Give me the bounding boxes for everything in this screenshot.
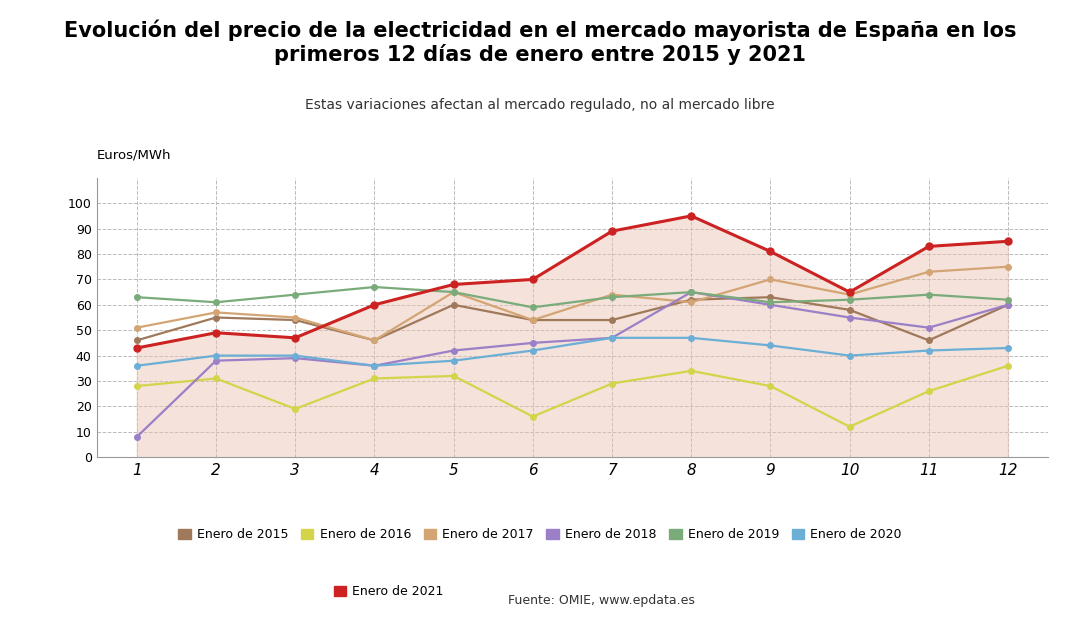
Enero de 2016: [606, 380, 619, 387]
Enero de 2016: [685, 367, 698, 375]
Enero de 2015: [447, 301, 460, 309]
Enero de 2021: [210, 329, 222, 337]
Enero de 2018: [1001, 301, 1014, 309]
Enero de 2015: [288, 316, 301, 324]
Enero de 2017: [210, 309, 222, 316]
Enero de 2021: [131, 344, 144, 352]
Enero de 2017: [764, 276, 777, 283]
Enero de 2019: [210, 298, 222, 306]
Enero de 2019: [368, 283, 381, 291]
Enero de 2015: [368, 337, 381, 344]
Enero de 2018: [685, 288, 698, 296]
Enero de 2015: [843, 306, 856, 314]
Enero de 2015: [131, 337, 144, 344]
Enero de 2015: [606, 316, 619, 324]
Text: Euros/MWh: Euros/MWh: [97, 149, 172, 162]
Enero de 2020: [447, 357, 460, 364]
Enero de 2017: [1001, 263, 1014, 271]
Text: Evolución del precio de la electricidad en el mercado mayorista de España en los: Evolución del precio de la electricidad …: [64, 19, 1016, 65]
Enero de 2020: [131, 362, 144, 370]
Enero de 2017: [131, 324, 144, 331]
Enero de 2018: [288, 354, 301, 362]
Line: Enero de 2016: Enero de 2016: [134, 363, 1011, 429]
Enero de 2016: [288, 405, 301, 413]
Enero de 2018: [368, 362, 381, 370]
Enero de 2017: [606, 291, 619, 298]
Enero de 2016: [131, 382, 144, 390]
Enero de 2019: [606, 293, 619, 301]
Enero de 2015: [685, 296, 698, 304]
Enero de 2020: [843, 352, 856, 359]
Enero de 2016: [368, 375, 381, 382]
Line: Enero de 2021: Enero de 2021: [133, 213, 1012, 351]
Enero de 2016: [447, 372, 460, 380]
Legend: Enero de 2015, Enero de 2016, Enero de 2017, Enero de 2018, Enero de 2019, Enero: Enero de 2015, Enero de 2016, Enero de 2…: [173, 523, 907, 546]
Enero de 2018: [210, 357, 222, 364]
Enero de 2016: [764, 382, 777, 390]
Enero de 2017: [843, 291, 856, 298]
Enero de 2018: [131, 433, 144, 441]
Enero de 2021: [1001, 237, 1014, 245]
Line: Enero de 2020: Enero de 2020: [134, 335, 1011, 368]
Line: Enero de 2019: Enero de 2019: [134, 284, 1011, 310]
Enero de 2017: [685, 298, 698, 306]
Enero de 2016: [1001, 362, 1014, 370]
Line: Enero de 2015: Enero de 2015: [134, 295, 1011, 343]
Text: Estas variaciones afectan al mercado regulado, no al mercado libre: Estas variaciones afectan al mercado reg…: [306, 98, 774, 112]
Enero de 2019: [685, 288, 698, 296]
Text: Fuente: OMIE, www.epdata.es: Fuente: OMIE, www.epdata.es: [508, 594, 694, 606]
Enero de 2018: [922, 324, 935, 331]
Enero de 2019: [131, 293, 144, 301]
Enero de 2015: [210, 314, 222, 321]
Enero de 2021: [606, 227, 619, 235]
Enero de 2016: [526, 413, 539, 420]
Enero de 2019: [288, 291, 301, 298]
Enero de 2020: [606, 334, 619, 342]
Enero de 2021: [922, 243, 935, 250]
Enero de 2015: [764, 293, 777, 301]
Enero de 2017: [447, 288, 460, 296]
Enero de 2019: [764, 298, 777, 306]
Enero de 2020: [922, 347, 935, 354]
Enero de 2019: [922, 291, 935, 298]
Enero de 2021: [843, 288, 856, 296]
Enero de 2021: [447, 281, 460, 288]
Enero de 2021: [764, 248, 777, 255]
Enero de 2017: [526, 316, 539, 324]
Enero de 2018: [526, 339, 539, 347]
Enero de 2015: [922, 337, 935, 344]
Enero de 2020: [685, 334, 698, 342]
Enero de 2015: [526, 316, 539, 324]
Legend: Enero de 2021: Enero de 2021: [328, 580, 449, 603]
Enero de 2021: [526, 276, 539, 283]
Enero de 2018: [447, 347, 460, 354]
Enero de 2018: [764, 301, 777, 309]
Enero de 2020: [210, 352, 222, 359]
Line: Enero de 2017: Enero de 2017: [134, 264, 1011, 343]
Enero de 2019: [843, 296, 856, 304]
Enero de 2017: [288, 314, 301, 321]
Line: Enero de 2018: Enero de 2018: [134, 290, 1011, 439]
Enero de 2016: [210, 375, 222, 382]
Enero de 2019: [1001, 296, 1014, 304]
Enero de 2019: [526, 304, 539, 311]
Enero de 2015: [1001, 301, 1014, 309]
Enero de 2020: [764, 342, 777, 349]
Enero de 2020: [526, 347, 539, 354]
Enero de 2017: [368, 337, 381, 344]
Enero de 2017: [922, 268, 935, 276]
Enero de 2021: [368, 301, 381, 309]
Enero de 2016: [843, 423, 856, 431]
Enero de 2020: [1001, 344, 1014, 352]
Enero de 2018: [843, 314, 856, 321]
Enero de 2020: [288, 352, 301, 359]
Enero de 2019: [447, 288, 460, 296]
Enero de 2021: [685, 212, 698, 220]
Enero de 2021: [288, 334, 301, 342]
Enero de 2016: [922, 387, 935, 395]
Enero de 2020: [368, 362, 381, 370]
Enero de 2018: [606, 334, 619, 342]
